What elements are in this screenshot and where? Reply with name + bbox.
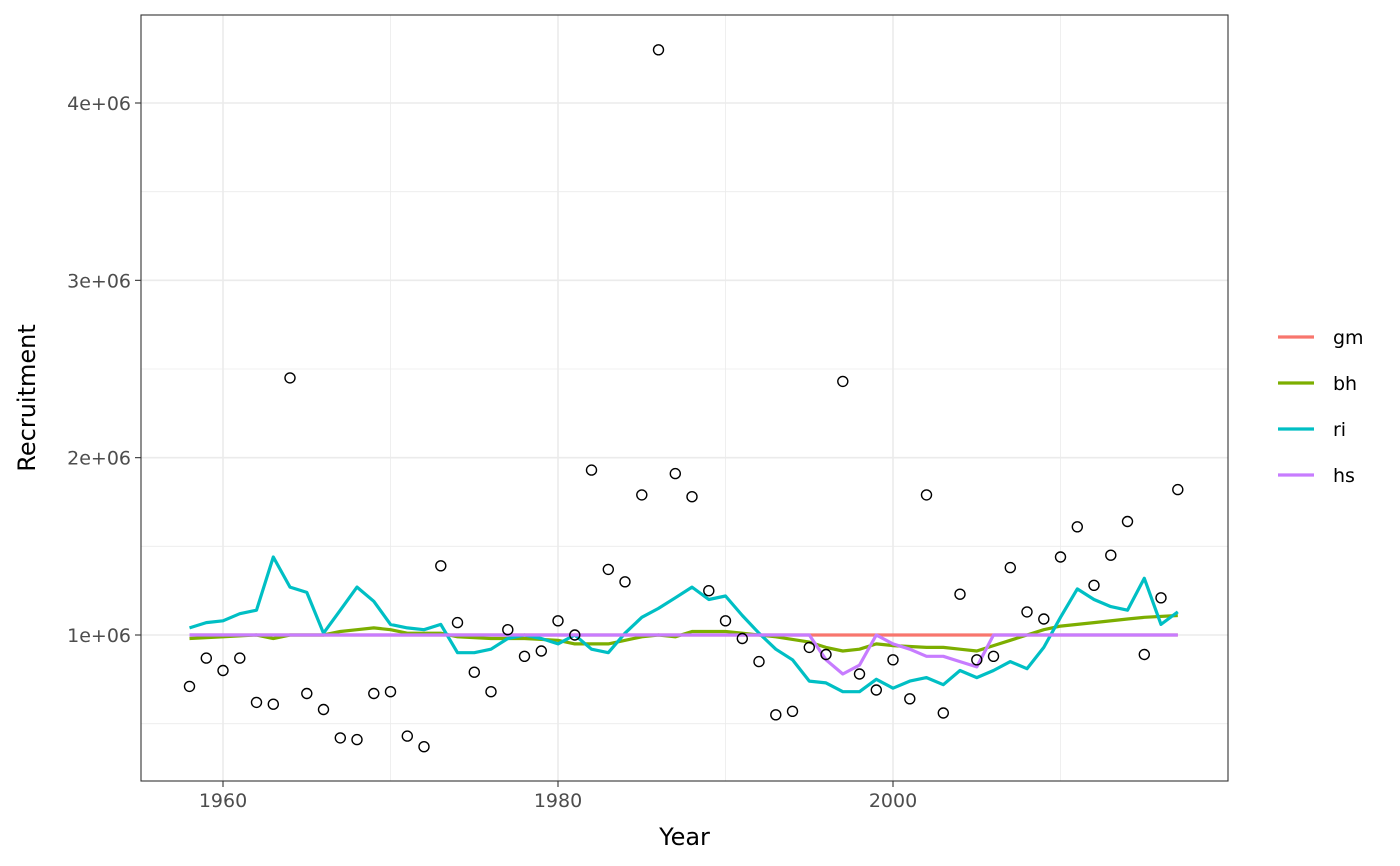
observed-point bbox=[686, 491, 698, 503]
observed-point bbox=[317, 703, 330, 716]
observed-point bbox=[602, 563, 614, 576]
observed-point bbox=[920, 489, 933, 501]
y-tick-label: 4e+06 bbox=[67, 93, 131, 115]
series-lines bbox=[189, 555, 1179, 694]
series-line-hs bbox=[189, 633, 1178, 676]
observed-point bbox=[786, 705, 799, 717]
legend-label-ri: ri bbox=[1333, 419, 1346, 441]
plot-panel-border bbox=[140, 14, 1229, 782]
observed-points bbox=[183, 44, 1184, 753]
observed-point bbox=[753, 655, 765, 668]
y-tick-label: 3e+06 bbox=[67, 270, 131, 292]
observed-point bbox=[1155, 592, 1167, 604]
observed-point bbox=[1021, 606, 1033, 618]
x-axis: 1960 1980 2000 bbox=[199, 781, 917, 812]
observed-point bbox=[1038, 613, 1050, 625]
observed-point bbox=[870, 684, 882, 696]
series-line-bh bbox=[189, 613, 1178, 653]
observed-point bbox=[1088, 579, 1100, 591]
observed-point bbox=[619, 576, 631, 588]
legend: gm bh ri hs bbox=[1278, 327, 1364, 487]
y-tick-label: 2e+06 bbox=[67, 448, 131, 470]
y-tick-label: 1e+06 bbox=[67, 625, 131, 647]
observed-point bbox=[837, 375, 849, 388]
x-tick-label: 1960 bbox=[199, 790, 247, 812]
observed-point bbox=[468, 666, 480, 678]
observed-point bbox=[334, 732, 346, 744]
observed-point bbox=[1105, 549, 1117, 561]
observed-point bbox=[971, 654, 983, 666]
observed-point bbox=[234, 652, 246, 664]
observed-point bbox=[217, 664, 229, 677]
observed-point bbox=[904, 693, 916, 705]
plot-panel-background bbox=[141, 15, 1228, 781]
x-tick-label: 2000 bbox=[869, 790, 917, 812]
observed-point bbox=[1071, 521, 1084, 533]
observed-point bbox=[384, 686, 397, 698]
observed-point bbox=[820, 648, 832, 661]
observed-point bbox=[250, 696, 263, 709]
observed-point bbox=[535, 645, 547, 657]
observed-point bbox=[301, 687, 313, 700]
observed-point bbox=[636, 489, 648, 501]
observed-point bbox=[585, 464, 598, 476]
observed-point bbox=[351, 733, 363, 746]
legend-label-gm: gm bbox=[1333, 327, 1364, 349]
observed-point bbox=[1172, 483, 1184, 496]
observed-point bbox=[485, 686, 497, 698]
observed-point bbox=[200, 652, 213, 664]
observed-point bbox=[183, 680, 196, 693]
x-axis-title: Year bbox=[658, 823, 710, 851]
observed-point bbox=[569, 629, 581, 641]
legend-label-bh: bh bbox=[1333, 373, 1357, 395]
observed-point bbox=[368, 687, 380, 700]
series-line-ri bbox=[189, 555, 1179, 694]
observed-point bbox=[719, 615, 732, 627]
observed-point bbox=[1004, 561, 1016, 574]
observed-point bbox=[401, 730, 413, 742]
observed-point bbox=[803, 641, 815, 654]
observed-point bbox=[703, 585, 715, 597]
observed-point bbox=[435, 560, 447, 572]
observed-point bbox=[418, 741, 430, 753]
observed-point bbox=[451, 616, 464, 629]
observed-point bbox=[1054, 551, 1067, 563]
legend-label-hs: hs bbox=[1333, 465, 1355, 487]
observed-point bbox=[1138, 648, 1151, 661]
x-tick-label: 1980 bbox=[534, 790, 582, 812]
y-axis: 1e+06 2e+06 3e+06 4e+06 bbox=[67, 93, 141, 647]
observed-point bbox=[502, 624, 514, 636]
observed-point bbox=[267, 698, 279, 710]
observed-point bbox=[954, 588, 966, 600]
observed-point bbox=[937, 707, 949, 719]
observed-point bbox=[853, 668, 866, 680]
observed-point bbox=[552, 615, 564, 627]
observed-point bbox=[284, 372, 296, 384]
observed-point bbox=[669, 467, 681, 480]
observed-point bbox=[1121, 515, 1134, 528]
observed-point bbox=[736, 632, 748, 645]
minor-gridlines bbox=[141, 15, 1228, 781]
observed-point bbox=[887, 654, 899, 666]
observed-point bbox=[518, 650, 531, 662]
observed-point bbox=[987, 650, 1000, 662]
observed-point bbox=[652, 44, 665, 56]
y-axis-title: Recruitment bbox=[13, 324, 41, 471]
observed-point bbox=[770, 709, 782, 721]
